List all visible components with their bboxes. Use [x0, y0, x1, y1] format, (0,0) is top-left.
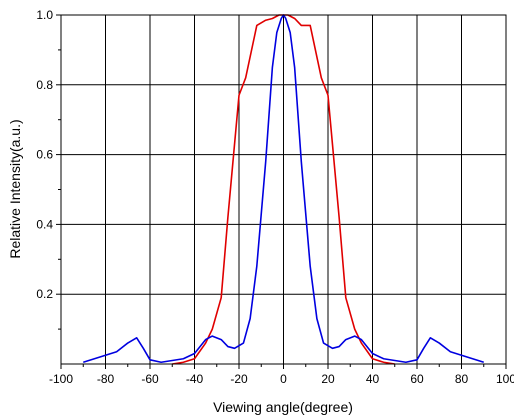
x-axis-title: Viewing angle(degree): [213, 399, 353, 415]
x-tick-label: 20: [321, 372, 335, 386]
y-tick-label: 0.2: [36, 287, 53, 301]
x-tick-label: -40: [186, 372, 204, 386]
x-tick-label: 60: [410, 372, 424, 386]
y-tick-label: 0.4: [36, 217, 53, 231]
x-tick-label: -60: [141, 372, 159, 386]
x-tick-label: 0: [280, 372, 287, 386]
axis-ticks: -100 -80 -60 -40 -20 0 20 40 60 80 100 0.2 0.4 0.6 0.8…: [36, 8, 514, 386]
y-tick-label: 1.0: [36, 8, 53, 22]
x-tick-label: -100: [49, 372, 73, 386]
y-axis-title: Relative Intensity(a.u.): [7, 119, 23, 258]
x-tick-label: -80: [97, 372, 115, 386]
x-tick-label: -20: [230, 372, 248, 386]
x-tick-label: 100: [496, 372, 514, 386]
x-tick-label: 80: [455, 372, 469, 386]
y-tick-label: 0.6: [36, 148, 53, 162]
x-tick-label: 40: [366, 372, 380, 386]
y-tick-label: 0.8: [36, 78, 53, 92]
grid-lines: [61, 15, 506, 364]
